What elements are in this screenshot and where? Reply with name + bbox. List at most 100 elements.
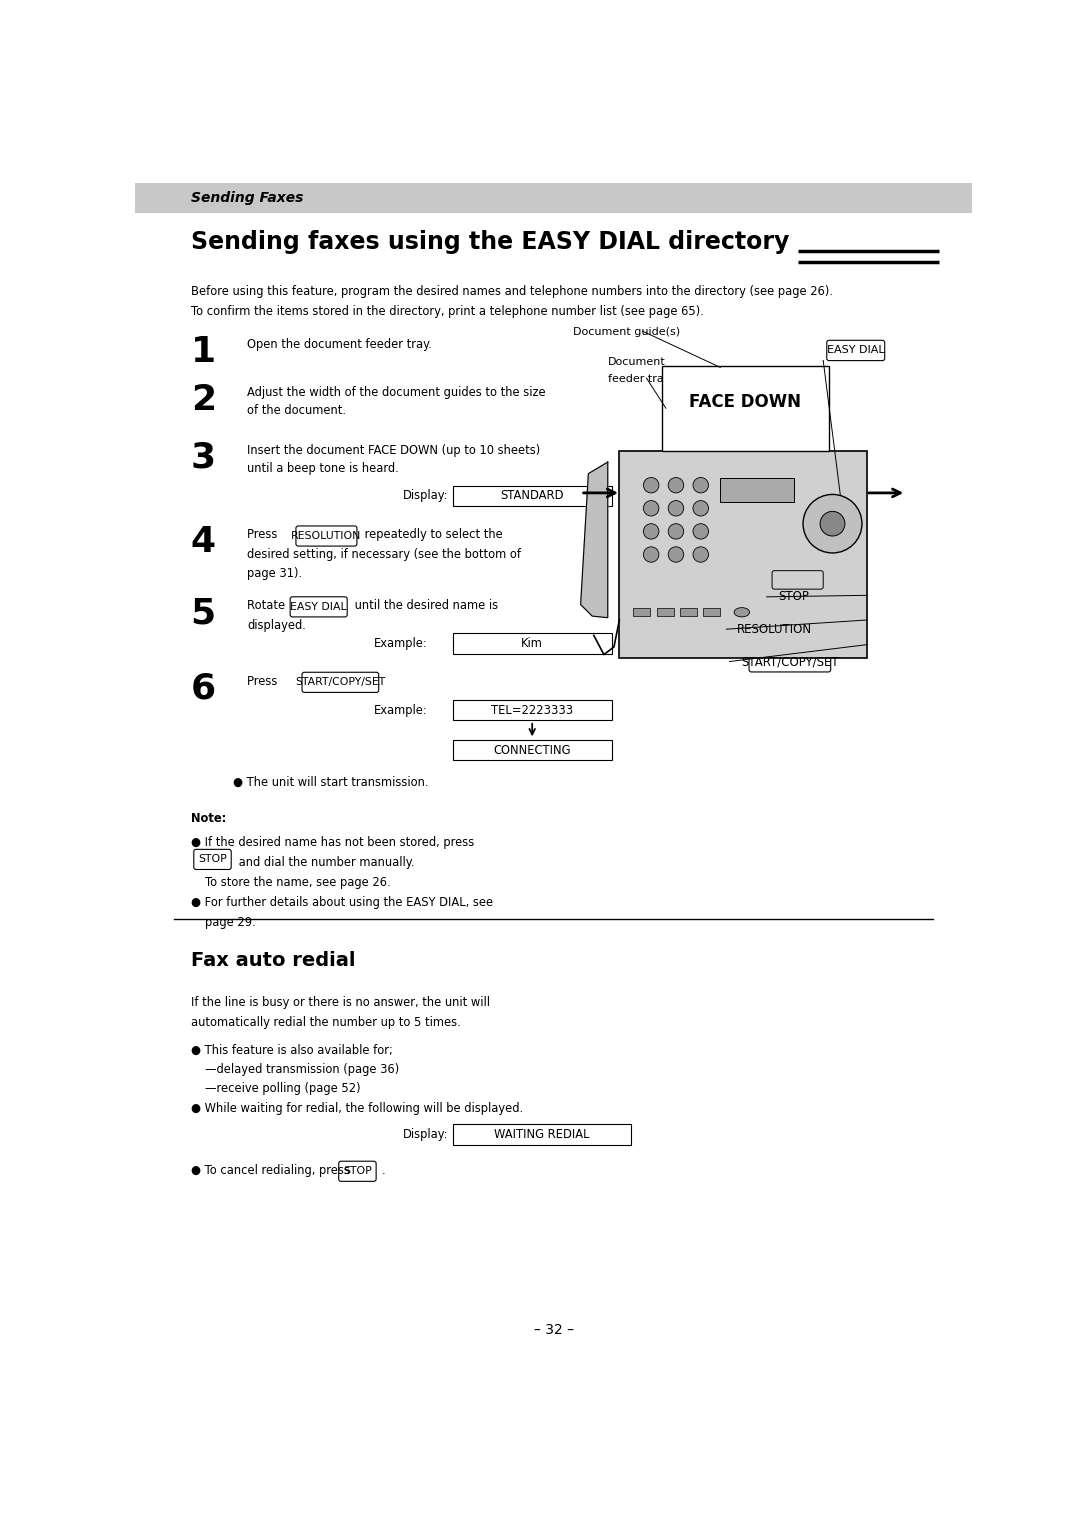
Circle shape [669,547,684,562]
Text: displayed.: displayed. [247,619,307,633]
Text: Insert the document FACE DOWN (up to 10 sheets)
until a beep tone is heard.: Insert the document FACE DOWN (up to 10 … [247,443,541,475]
Text: Press: Press [247,675,282,688]
Text: RESOLUTION: RESOLUTION [737,623,812,636]
Text: START/COPY/SET: START/COPY/SET [741,656,839,668]
Text: ● While waiting for redial, the following will be displayed.: ● While waiting for redial, the followin… [191,1102,523,1115]
Circle shape [820,512,845,536]
Text: and dial the number manually.: and dial the number manually. [235,856,415,868]
Text: page 31).: page 31). [247,567,302,579]
Text: page 29.: page 29. [205,915,255,929]
Text: To confirm the items stored in the directory, print a telephone number list (see: To confirm the items stored in the direc… [191,306,704,318]
Text: Display:: Display: [403,489,449,503]
FancyBboxPatch shape [339,1161,376,1181]
Polygon shape [581,461,608,617]
Circle shape [693,547,708,562]
Text: ● This feature is also available for;: ● This feature is also available for; [191,1044,393,1056]
Text: CONNECTING: CONNECTING [494,744,571,756]
Text: Note:: Note: [191,813,226,825]
Text: Display:: Display: [403,1128,449,1141]
Bar [657,608,674,616]
Circle shape [669,524,684,539]
Text: 1: 1 [191,335,216,370]
Bar [633,608,650,616]
Text: Sending faxes using the EASY DIAL directory: Sending faxes using the EASY DIAL direct… [191,229,789,254]
FancyBboxPatch shape [302,672,379,692]
Text: START/COPY/SET: START/COPY/SET [295,677,386,688]
Bar [453,634,611,654]
Text: Document guide(s): Document guide(s) [572,327,680,338]
Circle shape [644,547,659,562]
Text: Example:: Example: [374,637,428,651]
Circle shape [693,524,708,539]
Text: 6: 6 [191,671,216,706]
Text: RESOLUTION: RESOLUTION [292,532,362,541]
Bar [453,1125,631,1144]
Text: To store the name, see page 26.: To store the name, see page 26. [205,876,390,889]
Bar [135,183,972,212]
Text: Example:: Example: [374,703,428,717]
Circle shape [693,477,708,494]
Bar [453,700,611,720]
Text: FACE DOWN: FACE DOWN [689,393,801,411]
Text: Sending Faxes: Sending Faxes [191,191,303,205]
Text: 4: 4 [191,526,216,559]
Text: feeder tray: feeder tray [608,373,670,384]
Text: 3: 3 [191,440,216,475]
Text: ● To cancel redialing, press: ● To cancel redialing, press [191,1163,353,1177]
Text: EASY DIAL: EASY DIAL [291,602,347,611]
Text: —delayed transmission (page 36): —delayed transmission (page 36) [205,1062,399,1076]
Bar [720,477,794,503]
Bar [662,365,828,451]
Circle shape [644,477,659,494]
Text: ● If the desired name has not been stored, press: ● If the desired name has not been store… [191,836,474,848]
FancyBboxPatch shape [193,850,231,869]
Bar [453,486,611,506]
Text: —receive polling (page 52): —receive polling (page 52) [205,1082,361,1096]
Text: STOP: STOP [343,1166,372,1177]
FancyBboxPatch shape [774,587,813,607]
Text: .: . [382,1163,386,1177]
Text: Press: Press [247,529,282,541]
FancyBboxPatch shape [750,651,831,672]
Circle shape [804,495,862,553]
Text: If the line is busy or there is no answer, the unit will: If the line is busy or there is no answe… [191,996,490,1008]
Text: ● For further details about using the EASY DIAL, see: ● For further details about using the EA… [191,895,492,909]
Circle shape [644,501,659,516]
Bar [679,608,697,616]
Bar [453,740,611,761]
Ellipse shape [734,608,750,617]
Text: Fax auto redial: Fax auto redial [191,950,355,970]
FancyBboxPatch shape [296,526,356,545]
FancyBboxPatch shape [827,341,885,361]
Text: EASY DIAL: EASY DIAL [827,345,885,356]
Circle shape [644,524,659,539]
Text: Document: Document [608,356,665,367]
Text: ● The unit will start transmission.: ● The unit will start transmission. [233,776,429,788]
Text: – 32 –: – 32 – [534,1323,573,1337]
Text: TEL=2223333: TEL=2223333 [491,703,573,717]
Text: 5: 5 [191,596,216,630]
Text: STOP: STOP [779,590,809,604]
FancyBboxPatch shape [291,597,347,617]
Circle shape [669,477,684,494]
Text: STOP: STOP [198,854,227,865]
Bar [703,608,720,616]
Text: Open the document feeder tray.: Open the document feeder tray. [247,338,432,351]
Text: .: . [377,675,380,688]
Text: Rotate: Rotate [247,599,289,613]
Text: Before using this feature, program the desired names and telephone numbers into : Before using this feature, program the d… [191,286,833,298]
Text: 2: 2 [191,384,216,417]
Text: automatically redial the number up to 5 times.: automatically redial the number up to 5 … [191,1016,460,1028]
Text: Adjust the width of the document guides to the size
of the document.: Adjust the width of the document guides … [247,387,546,417]
Text: WAITING REDIAL: WAITING REDIAL [495,1128,590,1141]
Text: STANDARD: STANDARD [500,489,564,503]
Bar [619,451,867,659]
Text: repeatedly to select the: repeatedly to select the [361,529,502,541]
Text: Kim: Kim [522,637,543,651]
FancyBboxPatch shape [742,619,807,640]
Text: until the desired name is: until the desired name is [351,599,498,613]
Circle shape [669,501,684,516]
FancyBboxPatch shape [772,570,823,590]
Circle shape [693,501,708,516]
Text: desired setting, if necessary (see the bottom of: desired setting, if necessary (see the b… [247,549,522,561]
